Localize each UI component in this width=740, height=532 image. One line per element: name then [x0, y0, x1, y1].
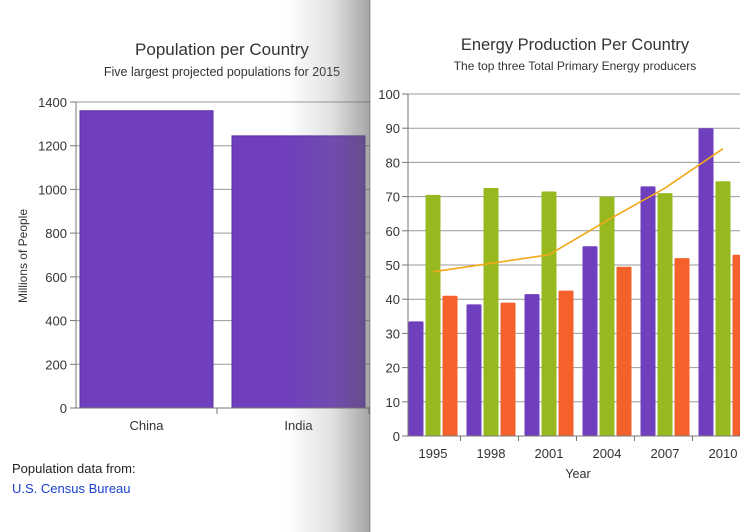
energy-y-tick-label: 40: [386, 292, 400, 307]
energy-bar-2001-s1: [524, 294, 540, 436]
energy-bar-2007-s3: [674, 258, 690, 436]
energy-x-tick-label: 2007: [651, 446, 680, 461]
energy-y-tick-label: 50: [386, 258, 400, 273]
population-bar-india: [231, 135, 366, 409]
energy-y-tick-label: 0: [393, 429, 400, 444]
energy-y-tick-label: 30: [386, 326, 400, 341]
energy-bar-2004-s2: [599, 196, 615, 436]
population-y-axis-label: Millions of People: [16, 209, 30, 303]
energy-bar-2010-s3: [732, 254, 740, 436]
energy-bar-2010-s2: [715, 181, 731, 436]
population-y-tick-label: 1200: [38, 139, 67, 154]
energy-chart-subtitle: The top three Total Primary Energy produ…: [454, 59, 697, 73]
energy-chart-title: Energy Production Per Country: [461, 36, 690, 54]
energy-y-tick-label: 100: [378, 87, 400, 102]
energy-bar-1998-s3: [500, 302, 516, 436]
energy-bar-2007-s1: [640, 186, 656, 436]
population-bar-china: [79, 110, 214, 409]
source-note: Population data from:: [12, 461, 136, 476]
population-x-tick-label: China: [130, 418, 165, 433]
population-y-tick-label: 800: [45, 226, 67, 241]
population-chart-subtitle: Five largest projected populations for 2…: [104, 65, 340, 79]
energy-y-tick-label: 80: [386, 155, 400, 170]
population-y-tick-label: 1000: [38, 182, 67, 197]
population-y-tick-label: 600: [45, 270, 67, 285]
energy-bar-1995-s2: [425, 194, 441, 436]
energy-bar-2004-s3: [616, 266, 632, 436]
energy-bar-2001-s3: [558, 290, 574, 436]
energy-chart: Energy Production Per Country The top th…: [378, 36, 740, 481]
energy-y-tick-label: 60: [386, 224, 400, 239]
energy-chart-page: Energy Production Per Country The top th…: [370, 0, 740, 532]
energy-x-tick-label: 2001: [535, 446, 564, 461]
energy-x-axis-label: Year: [565, 467, 590, 481]
energy-x-tick-label: 2004: [593, 446, 622, 461]
energy-bar-1995-s1: [408, 321, 424, 436]
energy-trend-line: [432, 148, 724, 273]
energy-x-tick-label: 1998: [477, 446, 506, 461]
energy-x-tick-label: 2010: [709, 446, 738, 461]
energy-bar-2007-s2: [657, 193, 673, 436]
population-y-tick-label: 400: [45, 314, 67, 329]
energy-bar-2004-s1: [582, 246, 598, 436]
energy-y-tick-label: 20: [386, 361, 400, 376]
population-chart-page: Population per Country Five largest proj…: [12, 0, 370, 532]
census-bureau-link[interactable]: U.S. Census Bureau: [12, 481, 131, 496]
population-y-tick-label: 0: [60, 401, 67, 416]
population-y-tick-label: 1400: [38, 95, 67, 110]
population-x-tick-label: India: [284, 418, 313, 433]
energy-bar-2001-s2: [541, 191, 557, 436]
energy-bar-1998-s2: [483, 188, 499, 436]
population-y-tick-label: 200: [45, 357, 67, 372]
energy-y-tick-label: 70: [386, 190, 400, 205]
population-chart-title: Population per Country: [135, 40, 309, 59]
population-chart: Population per Country Five largest proj…: [16, 40, 370, 433]
energy-y-tick-label: 90: [386, 121, 400, 136]
energy-bar-1998-s1: [466, 304, 482, 436]
energy-bar-2010-s1: [698, 128, 714, 436]
energy-x-tick-label: 1995: [419, 446, 448, 461]
energy-y-tick-label: 10: [386, 395, 400, 410]
energy-bar-1995-s3: [442, 295, 458, 436]
